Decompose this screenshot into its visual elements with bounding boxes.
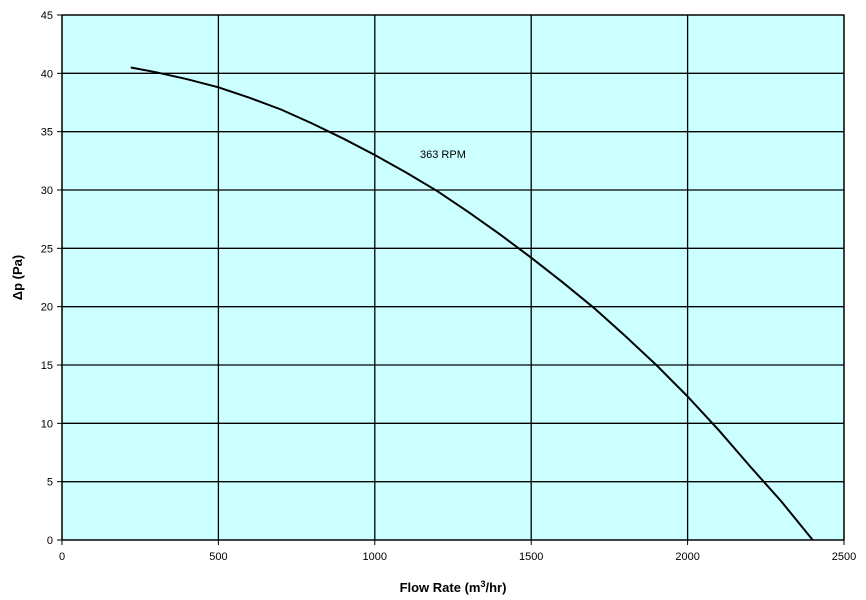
- y-tick-label: 5: [47, 477, 53, 489]
- plot-area: [62, 15, 844, 540]
- y-tick-label: 10: [41, 418, 53, 430]
- tick-labels: 0 5 10 15 20 25 30 35 40 45 0 500 1000 1500 2000 2500: [41, 10, 856, 563]
- series-line: [130, 66, 814, 541]
- x-tick-label: 1500: [519, 551, 543, 563]
- x-tick-label: 1000: [363, 551, 387, 563]
- y-tick-label: 30: [41, 185, 53, 197]
- x-tick-label: 2500: [832, 551, 856, 563]
- x-tick-label: 500: [209, 551, 227, 563]
- y-tick-label: 45: [41, 10, 53, 22]
- y-tick-label: 0: [47, 535, 53, 547]
- x-tick-label: 2000: [675, 551, 699, 563]
- y-tick-label: 25: [41, 243, 53, 255]
- gridlines: [57, 14, 845, 545]
- x-tick-label: 0: [59, 551, 65, 563]
- y-tick-label: 40: [41, 68, 53, 80]
- y-axis-title: Δp (Pa): [10, 255, 25, 300]
- x-axis-title: Flow Rate (m3/hr): [400, 579, 507, 595]
- y-tick-label: 35: [41, 127, 53, 139]
- curve-label: 363 RPM: [420, 149, 466, 161]
- y-tick-label: 20: [41, 302, 53, 314]
- y-tick-label: 15: [41, 360, 53, 372]
- plot-border: [61, 14, 845, 541]
